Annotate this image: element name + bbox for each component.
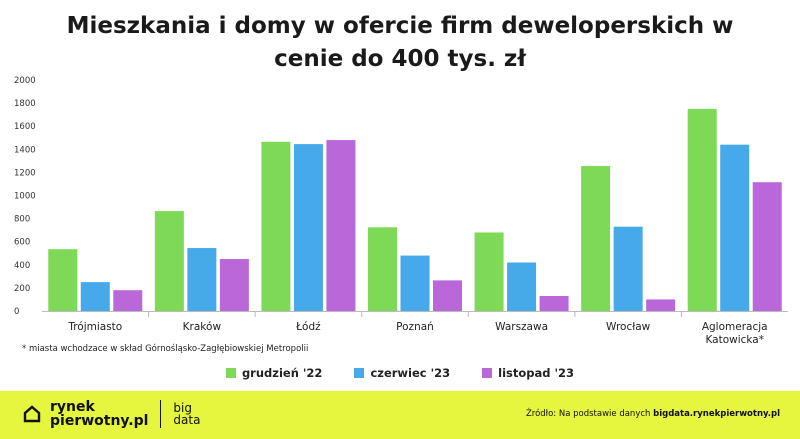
brand-logo[interactable]: rynek pierwotny.pl big data — [22, 400, 200, 428]
bar — [613, 226, 643, 311]
y-tick-label: 0 — [14, 307, 19, 317]
legend-item-dec22: grudzień '22 — [225, 366, 323, 380]
bar — [646, 299, 676, 311]
y-tick-label: 1400 — [14, 145, 36, 155]
legend-label-dec22: grudzień '22 — [241, 366, 323, 380]
bar — [154, 211, 184, 311]
x-tick-label: Wrocław — [606, 321, 651, 333]
bar — [433, 280, 462, 311]
brand-name: rynek pierwotny.pl — [50, 400, 148, 428]
y-tick-label: 1000 — [14, 192, 36, 202]
y-tick-label: 1800 — [14, 99, 36, 109]
x-tick-label: Poznań — [396, 321, 434, 333]
bar — [687, 108, 717, 311]
legend-swatch-dec22 — [225, 368, 236, 378]
x-tick-label: Łódź — [295, 321, 321, 333]
rynek-logo-icon — [23, 405, 41, 423]
source-note: Źródło: Na podstawie danych bigdata.ryne… — [526, 409, 780, 419]
y-tick-label: 600 — [14, 238, 30, 248]
bar — [187, 248, 217, 311]
footnote: * miasta wchodzace w skład Górnośląsko-Z… — [22, 344, 309, 354]
y-tick-label: 200 — [14, 284, 30, 294]
legend-swatch-jun23 — [354, 368, 365, 378]
brand-name-line1: rynek — [50, 399, 95, 415]
legend-label-jun23: czerwiec '23 — [370, 366, 451, 380]
brand-name-line2: pierwotny.pl — [50, 413, 149, 429]
bar — [752, 182, 782, 311]
y-tick-label: 400 — [14, 261, 30, 271]
y-tick-label: 800 — [14, 215, 30, 225]
bar — [326, 140, 356, 311]
y-tick-label: 1200 — [14, 168, 36, 178]
x-tick-label: Kraków — [183, 321, 222, 333]
x-tick-label: Katowicka* — [705, 334, 764, 346]
bar — [80, 282, 110, 311]
brand-subtitle-line2: data — [173, 413, 201, 427]
bar — [261, 141, 291, 311]
y-tick-label: 1600 — [14, 122, 36, 132]
x-tick-label: Warszawa — [495, 321, 548, 333]
legend-item-nov23: listopad '23 — [482, 366, 574, 380]
chart-title-line-1: Mieszkania i domy w ofercie firm dewelop… — [66, 13, 734, 39]
bar — [400, 255, 430, 311]
footer-bar: rynek pierwotny.pl big data Źródło: Na p… — [0, 391, 800, 439]
bar — [474, 232, 504, 311]
bar — [507, 262, 537, 311]
chart-title-line-2: cenie do 400 tys. zł — [274, 46, 526, 72]
bar — [219, 259, 249, 311]
bar-chart: 0 200 400 600 800 1000 1200 1400 1600 1800 2000 Tró… — [14, 76, 788, 346]
bar — [581, 166, 611, 311]
brand-subtitle: big data — [173, 402, 200, 426]
brand-subtitle-line1: big — [173, 401, 192, 415]
y-tick-label: 2000 — [14, 76, 36, 86]
source-prefix: Źródło: Na podstawie danych — [525, 409, 654, 419]
legend-item-jun23: czerwiec '23 — [354, 366, 450, 380]
x-tick-label: Trójmiasto — [67, 321, 122, 333]
x-tick-label: Aglomeracja — [702, 321, 768, 333]
bar — [293, 144, 323, 311]
legend: grudzień '22 czerwiec '23 listopad '23 — [0, 366, 800, 380]
bar — [113, 290, 143, 311]
chart-title: Mieszkania i domy w ofercie firm dewelop… — [0, 10, 800, 76]
brand-divider — [160, 400, 162, 428]
bar — [368, 227, 397, 311]
source-link[interactable]: bigdata.rynekpierwotny.pl — [653, 409, 780, 419]
legend-label-nov23: listopad '23 — [498, 366, 575, 380]
bar — [720, 144, 750, 311]
bar — [48, 249, 78, 311]
legend-swatch-nov23 — [482, 368, 493, 378]
bar — [539, 295, 569, 311]
